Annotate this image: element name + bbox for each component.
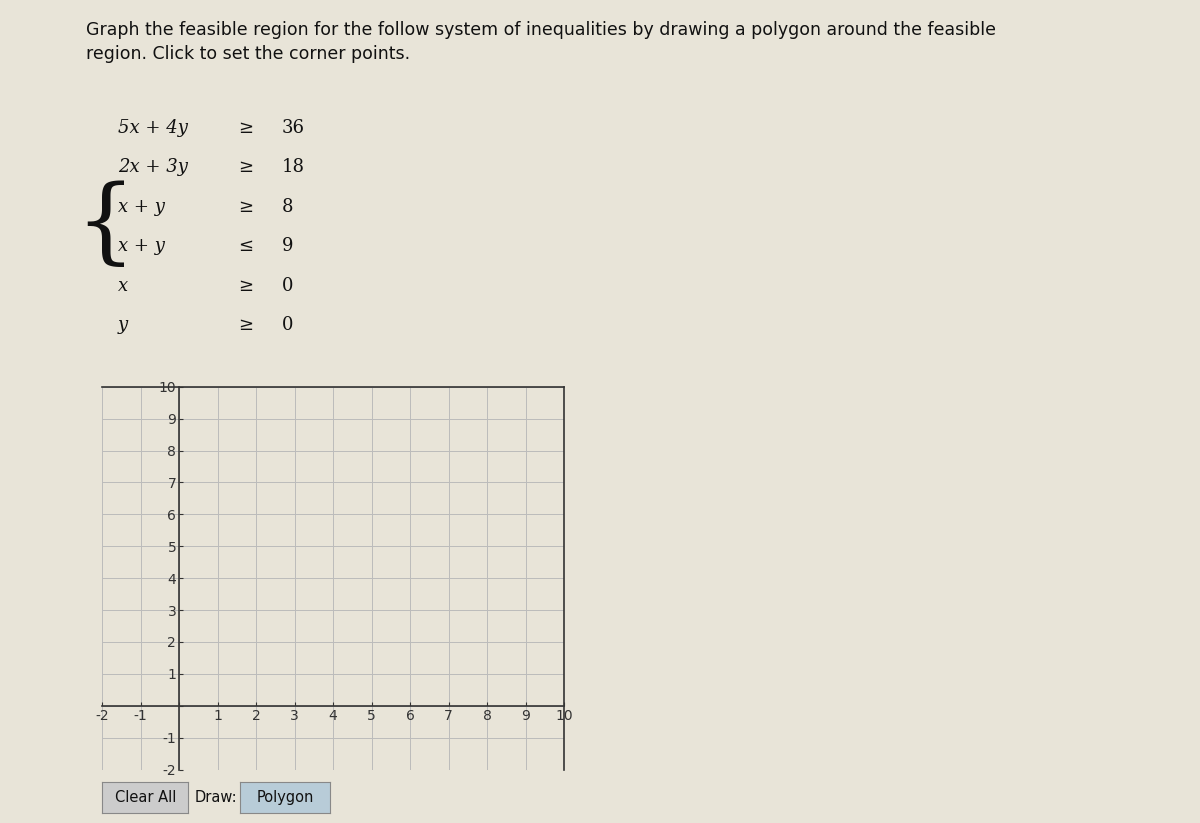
Text: ≥: ≥ xyxy=(239,277,253,295)
Text: Polygon: Polygon xyxy=(257,790,313,805)
Text: 36: 36 xyxy=(282,119,305,137)
Text: x + y: x + y xyxy=(118,198,164,216)
Text: Draw:: Draw: xyxy=(194,790,238,805)
Text: ≤: ≤ xyxy=(239,237,253,255)
Text: Graph the feasible region for the follow system of inequalities by drawing a pol: Graph the feasible region for the follow… xyxy=(86,21,996,39)
Text: ≥: ≥ xyxy=(239,158,253,176)
Text: 18: 18 xyxy=(282,158,305,176)
Text: 9: 9 xyxy=(282,237,294,255)
Text: 0: 0 xyxy=(282,316,294,334)
Text: y: y xyxy=(118,316,127,334)
Text: x + y: x + y xyxy=(118,237,164,255)
Text: 2x + 3y: 2x + 3y xyxy=(118,158,187,176)
Text: region. Click to set the corner points.: region. Click to set the corner points. xyxy=(86,45,410,63)
Text: Clear All: Clear All xyxy=(114,790,176,805)
Text: {: { xyxy=(76,181,136,272)
Text: x: x xyxy=(118,277,127,295)
Text: 0: 0 xyxy=(282,277,294,295)
Text: ≥: ≥ xyxy=(239,316,253,334)
Text: ≥: ≥ xyxy=(239,119,253,137)
Text: 5x + 4y: 5x + 4y xyxy=(118,119,187,137)
Text: 8: 8 xyxy=(282,198,294,216)
Text: ≥: ≥ xyxy=(239,198,253,216)
